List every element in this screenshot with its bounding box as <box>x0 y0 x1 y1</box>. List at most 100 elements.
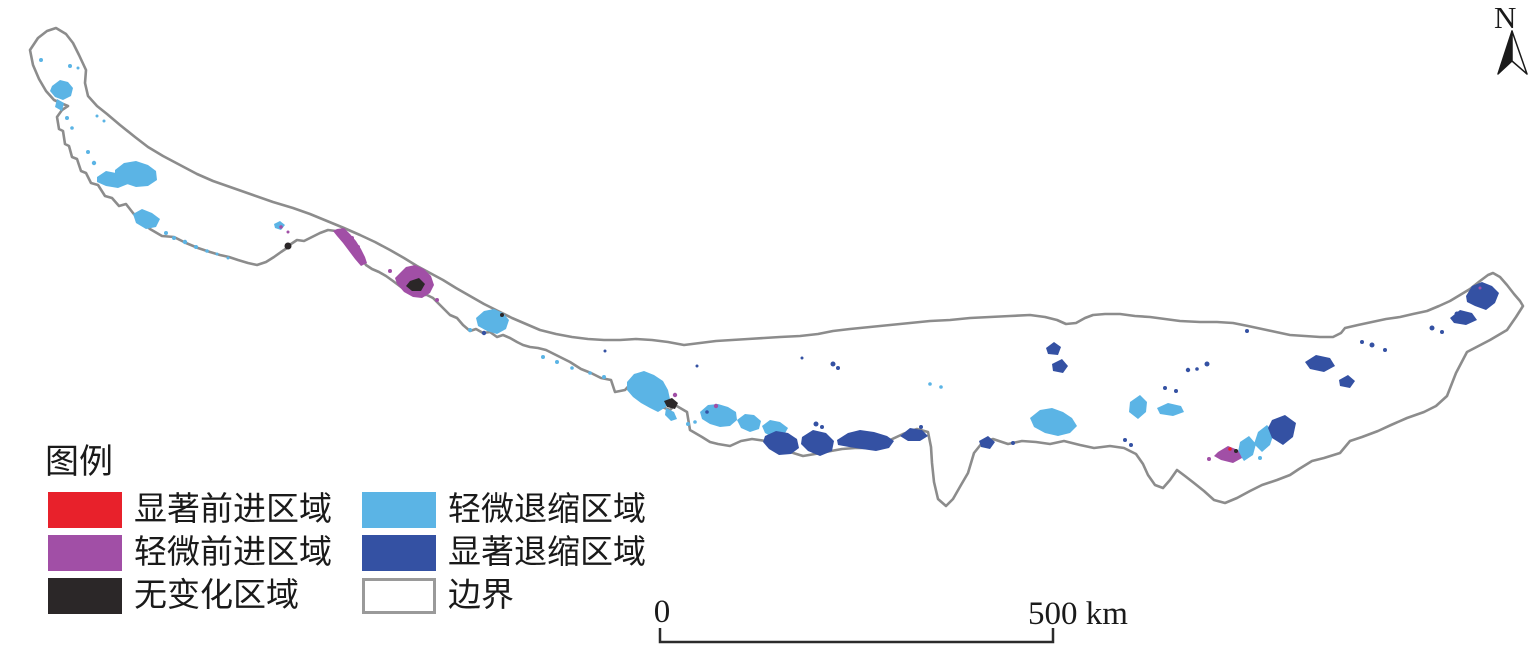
north-arrow-icon <box>1497 30 1528 75</box>
patch-lb <box>1129 395 1147 419</box>
patch-db <box>1174 389 1178 393</box>
patch-db <box>1185 367 1191 373</box>
patch-lb <box>55 99 64 111</box>
patch-db <box>1052 359 1068 373</box>
patch-lb <box>602 375 606 379</box>
patch-db <box>695 364 699 368</box>
patch-db <box>1245 329 1249 333</box>
patch-lb <box>95 114 99 118</box>
patch-db <box>836 366 840 370</box>
patch-lb <box>1030 408 1077 436</box>
patch-lb <box>1254 425 1274 452</box>
patch-db <box>801 430 834 456</box>
map-layers <box>28 26 1525 508</box>
patch-db <box>1011 441 1015 445</box>
patch-pp <box>672 392 678 398</box>
patch-db <box>900 428 928 441</box>
patch-lb <box>115 161 157 187</box>
patch-pp <box>350 236 354 240</box>
patch-bk <box>406 278 425 291</box>
patch-pp <box>435 298 439 302</box>
patch-lb <box>700 404 737 427</box>
patch-pp <box>713 403 719 409</box>
scale-bar-start-label: 0 <box>653 594 671 630</box>
patch-lb <box>164 231 168 235</box>
patch-bk <box>500 313 504 317</box>
patch-pp <box>279 225 283 229</box>
patch-lb <box>665 408 677 421</box>
patch-pp <box>1207 457 1211 461</box>
patch-pp <box>356 245 360 249</box>
patch-bk <box>664 398 678 409</box>
patch-lb <box>194 245 198 249</box>
patch-lb <box>570 366 574 370</box>
patch-lb <box>693 420 697 424</box>
patch-db <box>1163 386 1167 390</box>
patch-db <box>763 431 799 455</box>
patch-pp <box>333 228 367 266</box>
patch-lb <box>1157 403 1184 416</box>
patch-db <box>1383 348 1387 352</box>
patch-lb <box>555 360 559 364</box>
patch-db <box>1305 355 1335 372</box>
patch-db <box>1466 282 1499 310</box>
patch-db <box>919 425 923 429</box>
patch-lb <box>39 58 43 62</box>
patch-lb <box>91 160 97 166</box>
patch-db <box>1360 340 1364 344</box>
patch-db <box>1195 367 1199 371</box>
patch-db <box>705 410 709 414</box>
patch-lb <box>102 119 106 123</box>
patch-db <box>1268 415 1296 445</box>
patch-pp <box>388 269 392 273</box>
patch-lb <box>1238 436 1256 461</box>
patch-lb <box>172 236 176 240</box>
patch-db <box>813 421 819 427</box>
patch-pp <box>1478 286 1482 290</box>
patch-lb <box>205 249 209 253</box>
patch-lb <box>468 328 472 332</box>
patch-lb <box>627 371 670 412</box>
patch-bk <box>1234 449 1238 453</box>
region-boundary <box>28 26 1525 508</box>
patch-lb <box>50 80 73 100</box>
patch-db <box>1429 325 1435 331</box>
patch-pp <box>286 230 290 234</box>
patch-db <box>820 425 824 429</box>
patch-lb <box>928 382 932 386</box>
patch-lb <box>86 150 90 154</box>
patch-db <box>1339 375 1355 388</box>
patch-db <box>1129 443 1133 447</box>
patch-lb <box>133 209 160 229</box>
patch-db <box>1369 342 1375 348</box>
patch-lb <box>226 256 230 260</box>
patch-lb <box>68 64 72 68</box>
patch-bk <box>284 242 292 250</box>
patch-db <box>830 361 836 367</box>
patch-lb <box>70 126 74 130</box>
patch-lb <box>588 371 592 375</box>
patch-db <box>1440 330 1444 334</box>
patch-db <box>603 349 607 353</box>
glacier-change-patches <box>39 58 1499 463</box>
patch-lb <box>1258 456 1262 460</box>
patch-db <box>979 436 995 449</box>
patch-lb <box>737 414 761 432</box>
patch-db <box>1204 361 1210 367</box>
patch-lb <box>215 252 219 256</box>
patch-lb <box>939 385 943 389</box>
patch-db <box>1454 311 1460 317</box>
scale-bar-end-label: 500 km <box>1028 596 1128 632</box>
scale-bar <box>658 628 1055 644</box>
patch-db <box>1046 342 1061 355</box>
patch-lb <box>65 116 69 120</box>
patch-lb <box>76 66 80 70</box>
patch-lb <box>182 239 188 245</box>
patch-lb <box>541 355 545 359</box>
patch-db <box>837 430 894 451</box>
patch-rd <box>1228 447 1232 451</box>
patch-lb <box>686 422 690 426</box>
north-label: N <box>1494 0 1517 35</box>
